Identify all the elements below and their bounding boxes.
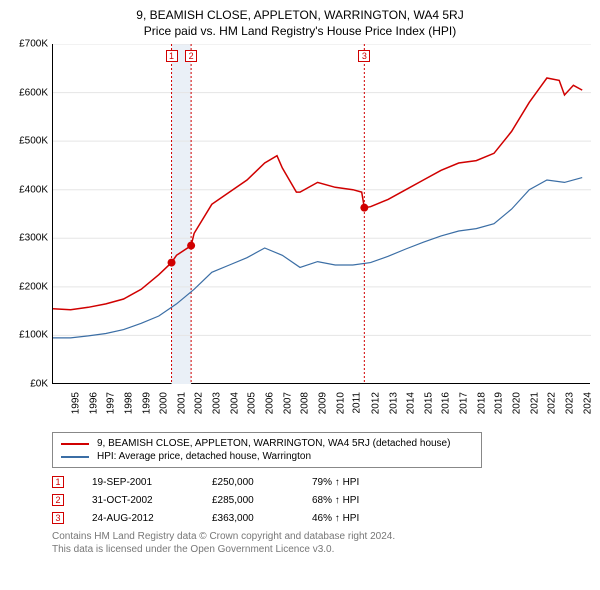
page-subtitle: Price paid vs. HM Land Registry's House … xyxy=(10,24,590,38)
sales-pct: 46% ↑ HPI xyxy=(312,513,412,524)
x-axis-label: 2011 xyxy=(352,392,363,414)
x-axis-label: 2009 xyxy=(317,392,328,414)
sales-price: £250,000 xyxy=(212,477,312,488)
sales-row: 2 31-OCT-2002£285,00068% ↑ HPI xyxy=(52,494,590,506)
footer-attribution: Contains HM Land Registry data © Crown c… xyxy=(52,530,590,556)
sales-date: 19-SEP-2001 xyxy=(92,477,212,488)
sales-marker-box: 1 xyxy=(52,476,64,488)
x-axis-label: 1995 xyxy=(70,392,81,414)
x-axis-label: 2006 xyxy=(264,392,275,414)
x-axis-label: 2024 xyxy=(582,392,593,414)
page-title: 9, BEAMISH CLOSE, APPLETON, WARRINGTON, … xyxy=(10,8,590,22)
x-axis-label: 2013 xyxy=(388,392,399,414)
legend-label: 9, BEAMISH CLOSE, APPLETON, WARRINGTON, … xyxy=(97,438,450,449)
x-axis-label: 2021 xyxy=(529,392,540,414)
x-axis-label: 2022 xyxy=(547,392,558,414)
sales-pct: 79% ↑ HPI xyxy=(312,477,412,488)
x-axis-label: 2020 xyxy=(511,392,522,414)
sales-row: 3 24-AUG-2012£363,00046% ↑ HPI xyxy=(52,512,590,524)
x-axis-label: 2015 xyxy=(423,392,434,414)
sale-marker-3: 3 xyxy=(358,50,370,62)
x-axis-label: 2019 xyxy=(494,392,505,414)
x-axis-label: 1999 xyxy=(141,392,152,414)
sales-table: 1 19-SEP-2001£250,00079% ↑ HPI 2 31-OCT-200… xyxy=(52,476,590,524)
legend-swatch xyxy=(61,456,89,458)
x-axis-label: 2001 xyxy=(176,392,187,414)
x-axis-label: 2000 xyxy=(158,392,169,414)
legend-row: 9, BEAMISH CLOSE, APPLETON, WARRINGTON, … xyxy=(61,437,473,450)
sales-date: 31-OCT-2002 xyxy=(92,495,212,506)
sale-marker-1: 1 xyxy=(166,50,178,62)
x-axis-label: 2016 xyxy=(441,392,452,414)
legend: 9, BEAMISH CLOSE, APPLETON, WARRINGTON, … xyxy=(52,432,482,468)
y-axis-label: £0K xyxy=(0,379,48,390)
y-axis-label: £600K xyxy=(0,87,48,98)
x-axis-label: 1997 xyxy=(106,392,117,414)
chart-area: 123 £0K£100K£200K£300K£400K£500K£600K£70… xyxy=(10,44,590,424)
x-axis-label: 1996 xyxy=(88,392,99,414)
legend-swatch xyxy=(61,443,89,445)
y-axis-label: £500K xyxy=(0,136,48,147)
legend-label: HPI: Average price, detached house, Warr… xyxy=(97,451,311,462)
sales-marker-box: 3 xyxy=(52,512,64,524)
x-axis-label: 2004 xyxy=(229,392,240,414)
y-axis-label: £400K xyxy=(0,184,48,195)
x-axis-label: 1998 xyxy=(123,392,134,414)
x-axis-label: 2003 xyxy=(211,392,222,414)
y-axis-label: £700K xyxy=(0,39,48,50)
x-axis-label: 2002 xyxy=(194,392,205,414)
legend-row: HPI: Average price, detached house, Warr… xyxy=(61,450,473,463)
chart-container: 9, BEAMISH CLOSE, APPLETON, WARRINGTON, … xyxy=(0,0,600,590)
x-axis-label: 2008 xyxy=(300,392,311,414)
y-axis-label: £100K xyxy=(0,330,48,341)
x-axis-label: 2007 xyxy=(282,392,293,414)
x-axis-label: 2014 xyxy=(405,392,416,414)
sales-price: £285,000 xyxy=(212,495,312,506)
sales-price: £363,000 xyxy=(212,513,312,524)
x-axis-label: 2018 xyxy=(476,392,487,414)
chart-svg xyxy=(53,44,591,384)
y-axis-label: £300K xyxy=(0,233,48,244)
x-axis-label: 2005 xyxy=(247,392,258,414)
sales-marker-box: 2 xyxy=(52,494,64,506)
y-axis-label: £200K xyxy=(0,281,48,292)
plot-area: 12 3 xyxy=(52,44,590,384)
x-axis-label: 2012 xyxy=(370,392,381,414)
sales-date: 24-AUG-2012 xyxy=(92,513,212,524)
x-axis-label: 2010 xyxy=(335,392,346,414)
x-axis-label: 2017 xyxy=(458,392,469,414)
footer-line1: Contains HM Land Registry data © Crown c… xyxy=(52,530,590,543)
sales-pct: 68% ↑ HPI xyxy=(312,495,412,506)
sales-row: 1 19-SEP-2001£250,00079% ↑ HPI xyxy=(52,476,590,488)
sale-marker-2: 2 xyxy=(185,50,197,62)
footer-line2: This data is licensed under the Open Gov… xyxy=(52,543,590,556)
x-axis-label: 2023 xyxy=(564,392,575,414)
